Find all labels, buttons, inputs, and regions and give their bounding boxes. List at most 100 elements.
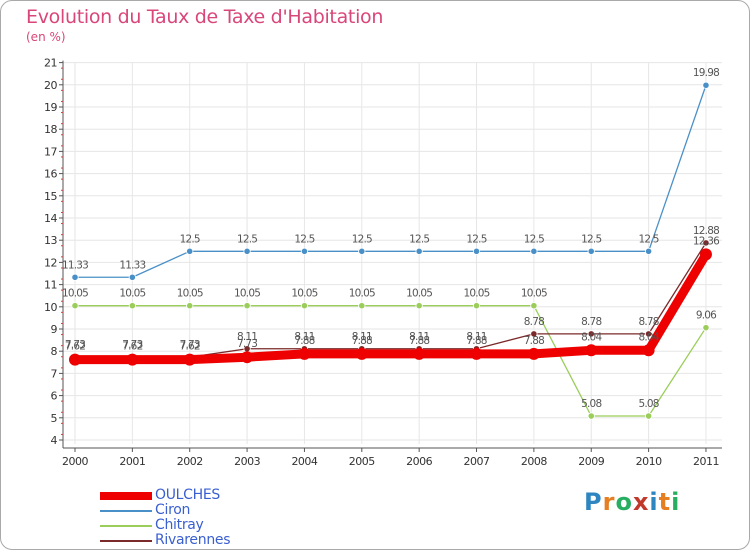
data-point-chitray	[128, 302, 136, 310]
logo-letter: i	[671, 488, 681, 516]
y-tick-label: 11	[44, 279, 57, 292]
y-tick-label: 21	[44, 57, 57, 70]
data-point-chitray	[472, 302, 481, 310]
data-label-rivarennes: 8.11	[409, 331, 429, 343]
data-label-ciron: 12.5	[466, 233, 486, 245]
legend-swatch	[100, 510, 152, 512]
data-point-oulches	[413, 347, 426, 360]
proxiti-logo: Proxiti	[584, 488, 680, 516]
data-point-oulches	[355, 347, 368, 360]
data-label-ciron: 12.5	[639, 233, 659, 245]
y-tick-label: 20	[44, 79, 57, 92]
data-label-rivarennes: 8.78	[524, 316, 544, 328]
data-label-oulches: 12.36	[693, 235, 720, 247]
data-label-rivarennes: 7.73	[122, 339, 142, 351]
logo-letter: t	[658, 488, 672, 516]
y-tick-label: 5	[51, 412, 58, 425]
data-point-oulches	[699, 248, 712, 261]
data-label-oulches: 8.04	[581, 331, 602, 343]
data-point-chitray	[186, 302, 194, 310]
x-tick-label: 2005	[349, 455, 375, 468]
data-point-ciron	[243, 247, 251, 255]
logo-letter: i	[649, 488, 659, 516]
data-point-oulches	[241, 351, 254, 364]
x-tick-label: 2002	[177, 455, 203, 468]
data-label-chitray: 10.05	[521, 288, 547, 300]
data-label-chitray: 9.06	[696, 310, 717, 322]
data-point-ciron	[702, 81, 710, 89]
series-line-chitray	[74, 305, 707, 417]
legend-label: Ciron	[155, 502, 191, 518]
legend-label: Chitray	[155, 517, 204, 533]
data-point-oulches	[183, 353, 196, 366]
data-label-oulches: 7.62	[65, 341, 85, 353]
legend-swatch	[100, 525, 152, 527]
data-label-rivarennes: 8.11	[294, 331, 314, 343]
data-point-oulches	[298, 347, 311, 360]
legend-swatch	[100, 540, 152, 542]
data-label-chitray: 10.05	[349, 288, 375, 300]
series-line-ciron	[74, 84, 707, 278]
data-point-oulches	[126, 353, 139, 366]
data-label-oulches: 7.88	[524, 335, 544, 347]
data-point-chitray	[702, 324, 710, 332]
data-label-chitray: 10.05	[177, 288, 203, 300]
data-point-chitray	[300, 302, 309, 310]
data-label-chitray: 10.05	[234, 288, 260, 300]
y-tick-label: 4	[51, 434, 58, 447]
data-point-chitray	[530, 302, 538, 310]
y-tick-label: 15	[44, 190, 57, 203]
y-axis-unit-label: (en %)	[26, 30, 66, 44]
data-point-chitray	[644, 412, 653, 420]
logo-letter: x	[632, 488, 650, 516]
y-tick-label: 10	[44, 301, 57, 314]
data-point-ciron	[530, 247, 538, 255]
data-point-chitray	[243, 302, 251, 310]
y-tick-label: 9	[51, 323, 58, 336]
logo-letter: o	[615, 488, 633, 516]
logo-letter: r	[602, 488, 616, 516]
data-point-rivarennes	[530, 330, 538, 338]
data-label-rivarennes: 7.73	[180, 339, 200, 351]
data-point-oulches	[470, 347, 483, 360]
data-point-chitray	[587, 412, 595, 420]
data-label-chitray: 10.05	[62, 288, 88, 300]
data-label-ciron: 11.33	[119, 259, 145, 271]
y-tick-label: 18	[44, 123, 57, 136]
x-tick-label: 2000	[62, 455, 88, 468]
legend-swatch	[100, 492, 152, 500]
chart-title: Evolution du Taux de Taxe d'Habitation	[26, 6, 384, 28]
data-point-ciron	[71, 273, 79, 281]
data-point-rivarennes	[702, 239, 710, 247]
data-label-rivarennes: 8.78	[639, 316, 659, 328]
data-label-ciron: 19.98	[693, 67, 719, 79]
legend-label: OULCHES	[155, 487, 221, 503]
x-tick-label: 2007	[464, 455, 490, 468]
data-label-rivarennes: 8.78	[581, 316, 601, 328]
data-point-chitray	[415, 302, 423, 310]
data-label-ciron: 12.5	[294, 233, 314, 245]
data-point-ciron	[358, 247, 366, 255]
data-point-oulches	[642, 344, 655, 357]
y-tick-label: 19	[44, 101, 57, 114]
data-label-oulches: 7.62	[180, 341, 200, 353]
data-label-chitray: 10.05	[291, 288, 317, 300]
data-point-oulches	[69, 353, 81, 366]
x-tick-label: 2010	[636, 455, 662, 468]
data-label-ciron: 12.5	[409, 233, 429, 245]
data-label-oulches: 7.88	[409, 335, 429, 347]
x-tick-label: 2009	[578, 455, 604, 468]
data-label-ciron: 12.5	[352, 233, 372, 245]
data-point-ciron	[415, 247, 423, 255]
data-label-chitray: 10.05	[406, 288, 432, 300]
data-label-ciron: 12.5	[524, 233, 544, 245]
x-tick-label: 2011	[693, 455, 719, 468]
data-label-ciron: 12.5	[180, 233, 200, 245]
data-label-oulches: 7.88	[466, 335, 486, 347]
data-point-rivarennes	[644, 330, 653, 338]
data-label-oulches: 8.04	[639, 331, 660, 343]
data-label-chitray: 5.08	[639, 398, 659, 410]
y-tick-label: 6	[51, 390, 58, 403]
